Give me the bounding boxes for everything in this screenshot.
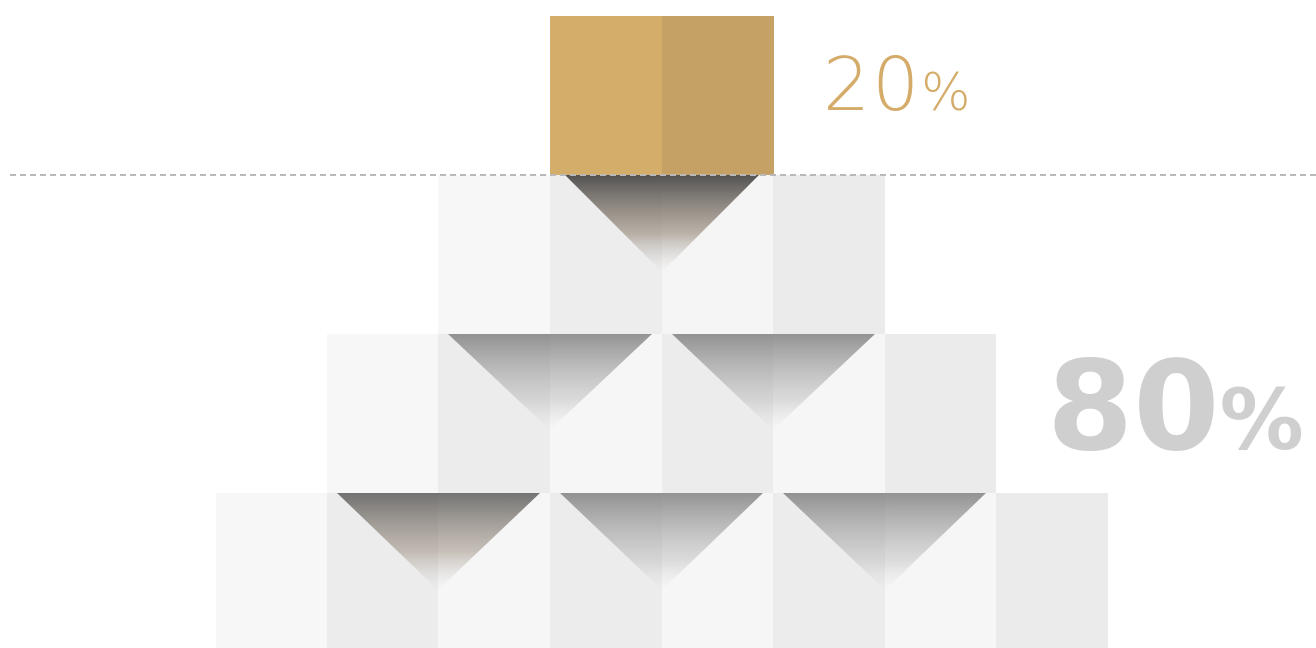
top-percentage-label: 20%	[823, 48, 973, 122]
pyramid-row-3	[327, 334, 996, 493]
gold-cube-icon	[550, 16, 774, 175]
threshold-divider	[10, 174, 1316, 176]
bottom-percentage-label: 80%	[1047, 345, 1304, 469]
pyramid-row-4	[216, 493, 1108, 648]
bottom-value: 80	[1047, 335, 1220, 479]
pyramid-row-2	[438, 175, 885, 334]
top-value: 20	[823, 42, 921, 128]
top-unit: %	[921, 63, 972, 123]
bottom-unit: %	[1220, 371, 1304, 469]
